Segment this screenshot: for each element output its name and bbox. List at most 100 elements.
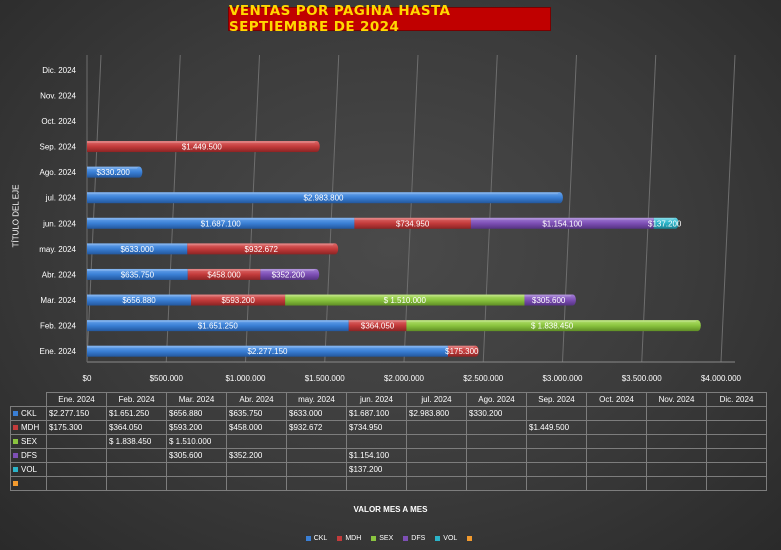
legend-item: DFS [403,535,425,542]
legend-swatch [403,536,409,541]
table-cell [646,434,707,449]
bar-cap [694,320,701,332]
data-label: $458.000 [207,270,241,279]
table-cell [346,476,407,491]
table-row: CKL $2.277.150 $1.651.250 $656.880 $635.750 $… [10,406,767,421]
series-swatch [13,411,18,417]
table-cell: $932.672 [286,420,347,435]
legend-swatch [305,536,311,541]
table-cell: $734.950 [346,420,407,435]
y-tick-label: may. 2024 [39,245,76,254]
table-cell [466,462,527,477]
table-cell [166,462,227,477]
gridline [245,54,260,363]
data-label: $1.687.100 [201,219,242,228]
table-row-header: SEX [10,434,47,449]
data-label: $1.651.250 [198,322,239,331]
y-tick-label: Ago. 2024 [40,168,77,177]
table-column-header: may. 2024 [286,392,347,407]
bar-segment-mdh [447,345,476,357]
data-label: $ 1.838.450 [531,322,574,331]
x-tick-label: $2.500.000 [463,374,504,383]
data-label: $1.154.100 [542,219,583,228]
table-cell [706,462,767,477]
table-cell [526,448,587,463]
data-table: Ene. 2024 Feb. 2024 Mar. 2024 Abr. 2024 may.… [10,392,767,491]
table-cell [106,476,167,491]
table-cell: $305.600 [166,448,227,463]
table-cell: $1.449.500 [526,420,587,435]
bar-segment-ckl [87,217,355,229]
x-tick-label: $1.000.000 [225,374,266,383]
table-cell: $458.000 [226,420,287,435]
bar-segment-vol [653,217,676,229]
table-cell [646,448,707,463]
table-cell [406,420,467,435]
table-cell: $1.154.100 [346,448,407,463]
table-row [10,476,767,491]
data-label: $352.200 [272,270,306,279]
table-column-header: Sep. 2024 [526,392,587,407]
table-row: DFS $305.600 $352.200 $1.154.100 [10,448,767,463]
series-swatch [13,439,18,445]
legend-item: CKL [305,535,327,542]
bar-cap [556,192,563,204]
x-tick-label: $3.500.000 [622,374,663,383]
y-tick-label: jul. 2024 [45,194,77,203]
table-row: MDH $175.300 $364.050 $593.200 $458.000 $932.… [10,420,767,435]
table-cell [466,434,527,449]
x-tick-label: $0 [83,374,92,383]
table-cell [526,476,587,491]
table-cell [226,434,287,449]
legend: CKL MDH SEX DFS VOL [0,535,781,542]
bar-segment-ckl [87,192,560,204]
data-label: $635.750 [121,270,155,279]
table-cell [406,448,467,463]
legend-item [467,535,475,542]
data-label: $364.050 [361,322,395,331]
table-cell [46,476,107,491]
table-cell: $2.983.800 [406,406,467,421]
y-tick-label: Sep. 2024 [40,143,77,152]
data-label: $137.200 [648,219,682,228]
bar-chart: $2.277.150 $175.300 $1.651.250 $364.050 $ 1.… [39,54,736,383]
bar-cap [313,141,320,153]
y-axis-title: TÍTULO DEL EJE [10,185,22,248]
table-cell [466,420,527,435]
y-tick-label: Mar. 2024 [40,296,76,305]
y-tick-label: Feb. 2024 [40,322,77,331]
bar-segment-dfs [260,268,317,280]
bar-segment-mdh [87,141,317,153]
data-label: $633.000 [120,245,154,254]
data-label: $656.880 [122,296,156,305]
table-cell [466,476,527,491]
bar-segment-mdh [348,320,407,332]
legend-item: SEX [371,535,393,542]
table-column-header: Abr. 2024 [226,392,287,407]
gridline [324,54,340,363]
table-cell [286,434,347,449]
chart-title: VENTAS POR PAGINA HASTA SEPTIEMBRE DE 20… [229,3,451,35]
table-cell [226,476,287,491]
bar-segment-dfs [524,294,573,306]
table-cell [406,462,467,477]
table-cell [646,406,707,421]
data-label: $175.300 [445,347,479,356]
bar-segment-mdh [354,217,471,229]
table-row-header [10,476,47,491]
y-tick-label: Ene. 2024 [40,347,77,356]
table-cell: $ 1.838.450 [106,434,167,449]
gridline [720,54,736,363]
legend-swatch [467,536,473,541]
table-cell: $137.200 [346,462,407,477]
table-cell [286,448,347,463]
series-swatch [13,481,18,487]
table-cell [286,476,347,491]
bar-segment-mdh [191,294,286,306]
data-label: $305.600 [532,296,566,305]
table-cell [646,420,707,435]
bar-segment-mdh [187,243,336,255]
data-label: $330.200 [96,168,130,177]
table-cell [586,448,647,463]
data-label: $ 1.510.000 [384,296,427,305]
